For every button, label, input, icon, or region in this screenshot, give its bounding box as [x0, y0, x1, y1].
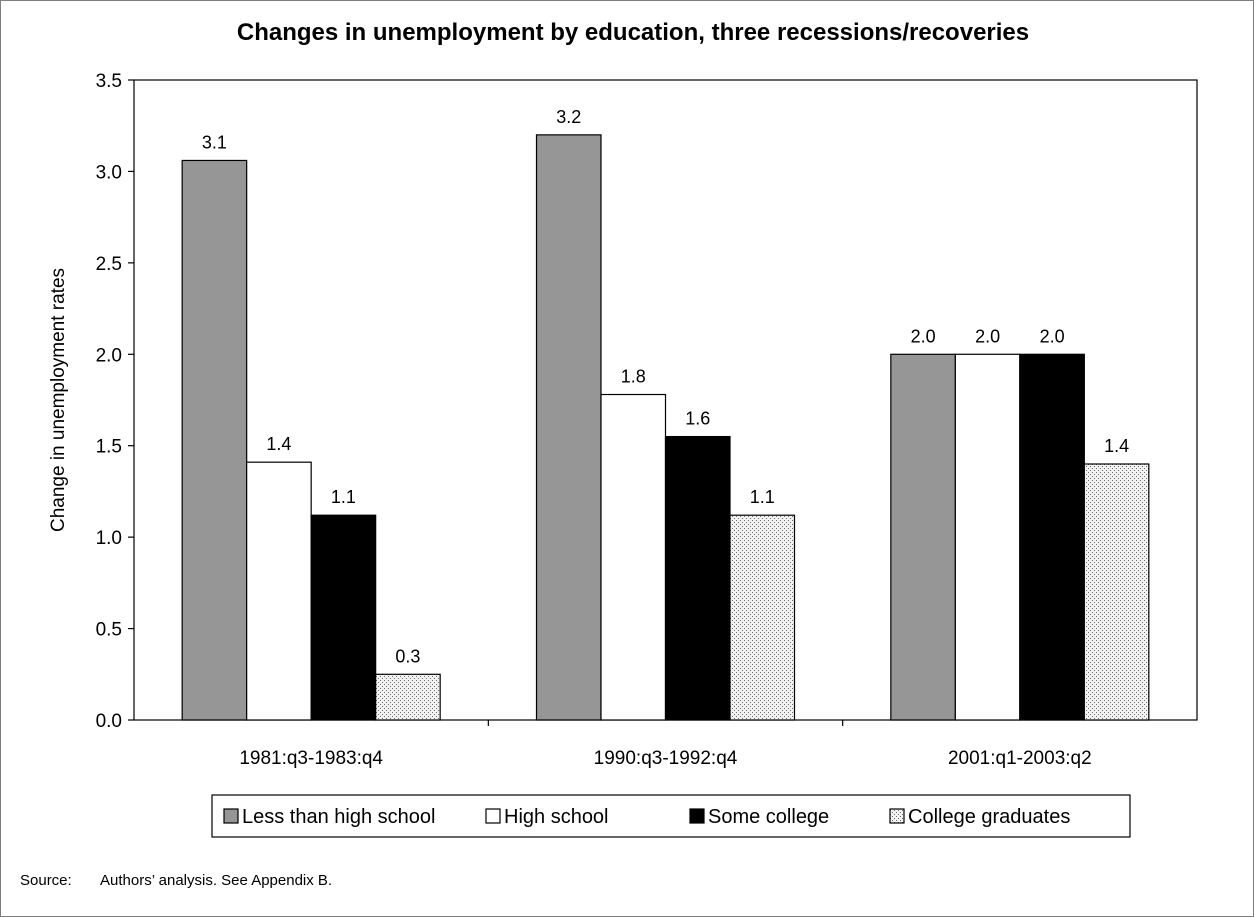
source-label: Source:: [20, 872, 72, 889]
legend: Less than high school High school Some col…: [211, 794, 1131, 838]
chart-title: Changes in unemployment by education, th…: [237, 19, 1029, 46]
legend-box: [211, 794, 1131, 838]
data-label: 3.2: [556, 107, 581, 127]
legend-entry: Some college: [708, 806, 829, 828]
bar-college-graduates: [1083, 463, 1150, 721]
legend-entry: College graduates: [908, 806, 1070, 828]
data-label: 1.1: [331, 487, 356, 507]
data-label: 1.6: [685, 409, 710, 429]
legend-swatch: [223, 808, 239, 824]
bar-less-than-high-school: [535, 134, 602, 721]
legend-swatch: [889, 808, 905, 824]
data-label: 0.3: [395, 646, 420, 666]
legend-entry: High school: [504, 806, 609, 828]
plot-area: 0.0 0.5 1.0 1.5 2.0 2.5 3.0 3.5 1981:q3-1983:q4 3…: [96, 71, 1198, 769]
source-text: Authors’ analysis. See Appendix B.: [100, 872, 332, 889]
y-tick-label: 3.0: [96, 162, 122, 183]
y-axis-label: Change in unemployment rates: [48, 268, 69, 532]
data-label: 2.0: [911, 326, 936, 346]
data-label: 2.0: [975, 326, 1000, 346]
x-category-label: 2001:q1-2003:q2: [948, 748, 1092, 769]
data-label: 2.0: [1040, 326, 1065, 346]
data-label: 1.4: [266, 434, 291, 454]
y-tick-label: 3.5: [96, 71, 122, 92]
bar-less-than-high-school: [181, 159, 248, 721]
x-category-label: 1990:q3-1992:q4: [594, 748, 738, 769]
data-label: 1.1: [750, 487, 775, 507]
bar-some-college: [1019, 353, 1085, 721]
bar-high-school: [954, 353, 1021, 721]
bar-high-school: [246, 461, 312, 721]
bar-high-school: [600, 393, 667, 721]
bar-some-college: [310, 514, 377, 721]
legend-entry: Less than high school: [242, 806, 435, 828]
data-label: 3.1: [202, 132, 227, 152]
bar-less-than-high-school: [890, 353, 956, 721]
bar-college-graduates: [729, 514, 796, 721]
bar-some-college: [664, 435, 731, 721]
y-tick-label: 1.5: [96, 437, 122, 458]
y-tick-label: 0.0: [96, 711, 122, 732]
data-label: 1.8: [621, 367, 646, 387]
y-tick-label: 2.0: [96, 345, 122, 366]
y-tick-label: 2.5: [96, 254, 122, 275]
bar-college-graduates: [375, 673, 441, 721]
y-tick-label: 1.0: [96, 528, 122, 549]
x-category-label: 1981:q3-1983:q4: [239, 748, 383, 769]
data-label: 1.4: [1104, 436, 1129, 456]
legend-swatch: [689, 808, 705, 824]
y-tick-label: 0.5: [96, 620, 122, 641]
legend-swatch: [485, 808, 501, 824]
